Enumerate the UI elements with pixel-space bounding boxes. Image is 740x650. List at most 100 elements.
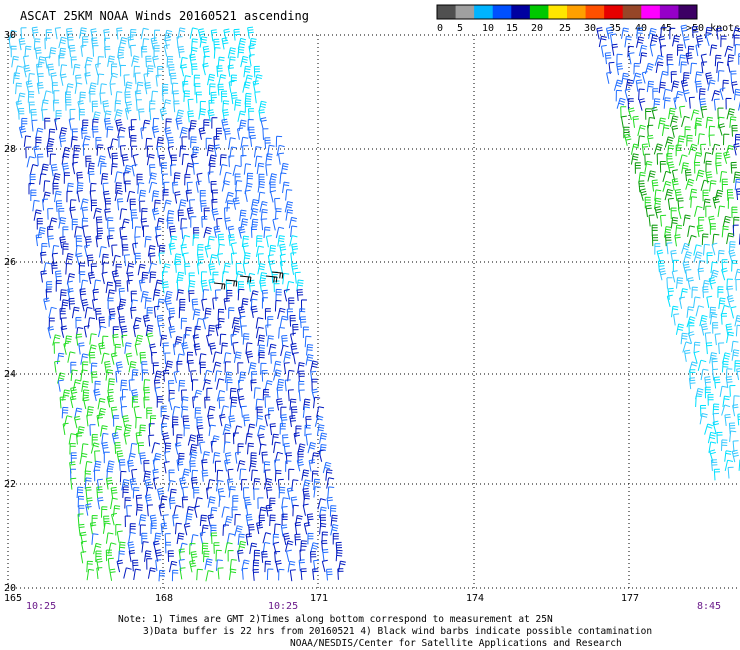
wind-barb bbox=[95, 308, 102, 320]
wind-barb bbox=[203, 119, 210, 131]
legend-swatch bbox=[511, 5, 531, 19]
wind-barb bbox=[282, 272, 290, 285]
wind-barb bbox=[98, 342, 106, 355]
wind-barb bbox=[219, 333, 227, 346]
wind-barb bbox=[327, 486, 335, 498]
wind-barb bbox=[284, 201, 294, 213]
wind-barb bbox=[210, 524, 217, 537]
wind-barb bbox=[256, 521, 264, 535]
wind-barb bbox=[641, 143, 649, 156]
wind-barb bbox=[54, 190, 62, 203]
wind-barb bbox=[62, 162, 69, 175]
wind-barb bbox=[604, 52, 612, 65]
wind-barb bbox=[224, 515, 233, 528]
wind-barb bbox=[235, 190, 242, 202]
wind-barb bbox=[228, 56, 236, 68]
wind-barb bbox=[287, 369, 295, 382]
wind-barb bbox=[80, 44, 87, 57]
wind-barb bbox=[101, 432, 109, 445]
wind-barb bbox=[302, 479, 311, 491]
wind-barb bbox=[659, 70, 669, 83]
wind-barb bbox=[168, 397, 175, 411]
wind-barb bbox=[677, 206, 684, 220]
wind-barb bbox=[632, 115, 639, 128]
wind-barb bbox=[256, 406, 263, 419]
wind-barb bbox=[181, 153, 189, 166]
wind-barb bbox=[297, 443, 306, 455]
wind-barb bbox=[221, 180, 231, 192]
wind-barb bbox=[185, 162, 194, 175]
wind-barb bbox=[181, 227, 188, 240]
wind-barb bbox=[150, 37, 158, 50]
wind-barb bbox=[119, 145, 126, 157]
wind-barb bbox=[141, 369, 149, 381]
wind-barb bbox=[59, 64, 68, 76]
wind-barb bbox=[105, 281, 114, 294]
wind-barb bbox=[246, 172, 254, 185]
wind-barb bbox=[299, 549, 306, 562]
wind-barb bbox=[84, 244, 90, 257]
wind-barb bbox=[669, 27, 676, 40]
wind-barb bbox=[210, 440, 217, 453]
wind-barb bbox=[282, 532, 290, 546]
wind-barb bbox=[56, 352, 65, 365]
wind-barb bbox=[705, 342, 713, 355]
wind-barb bbox=[147, 245, 156, 257]
wind-barb bbox=[138, 279, 146, 292]
wind-barb bbox=[701, 61, 708, 74]
wind-barb bbox=[96, 144, 104, 156]
wind-barb bbox=[232, 197, 240, 210]
wind-barb bbox=[139, 351, 147, 364]
wind-barb bbox=[718, 297, 726, 309]
wind-barb bbox=[326, 496, 333, 510]
wind-barb bbox=[97, 398, 106, 410]
wind-barb bbox=[92, 298, 98, 311]
wind-barb bbox=[702, 286, 709, 298]
wind-barb bbox=[150, 90, 159, 103]
wind-barb bbox=[715, 27, 723, 40]
wind-barb bbox=[123, 172, 130, 184]
wind-barb bbox=[157, 298, 165, 311]
wind-barb bbox=[651, 179, 659, 192]
wind-barb bbox=[76, 171, 83, 184]
wind-barb bbox=[325, 469, 333, 481]
wind-barb bbox=[237, 395, 245, 409]
lon-label: 174 bbox=[466, 593, 484, 604]
wind-barb bbox=[298, 389, 305, 402]
wind-barb bbox=[262, 128, 269, 140]
wind-barb bbox=[713, 98, 720, 111]
wind-barb bbox=[657, 117, 666, 129]
wind-barb bbox=[731, 349, 740, 361]
wind-barb bbox=[171, 416, 179, 428]
wind-barb bbox=[677, 135, 685, 147]
wind-barb bbox=[72, 63, 81, 76]
wind-barb bbox=[314, 415, 324, 427]
wind-barb bbox=[217, 243, 225, 256]
wind-barb bbox=[223, 297, 231, 310]
wind-barb bbox=[75, 432, 83, 445]
wind-barb bbox=[258, 443, 267, 456]
lon-label: 177 bbox=[621, 593, 639, 604]
wind-barb bbox=[201, 524, 209, 537]
wind-barb bbox=[70, 386, 78, 400]
wind-barb bbox=[268, 260, 276, 273]
wind-barb bbox=[226, 478, 234, 491]
wind-barb bbox=[198, 127, 206, 140]
wind-barb bbox=[654, 243, 661, 255]
wind-barb bbox=[174, 261, 182, 273]
wind-barb bbox=[647, 134, 654, 148]
wind-barb bbox=[11, 55, 19, 68]
wind-barb bbox=[644, 196, 651, 209]
wind-barb bbox=[708, 134, 715, 147]
wind-barb bbox=[322, 549, 329, 561]
wind-barb bbox=[58, 36, 67, 49]
wind-barb bbox=[80, 198, 89, 210]
wind-barb bbox=[106, 235, 114, 248]
wind-barb bbox=[734, 360, 740, 372]
wind-barb bbox=[137, 182, 145, 194]
wind-barb bbox=[687, 225, 695, 237]
wind-barb bbox=[93, 207, 102, 220]
wind-barb bbox=[660, 26, 667, 39]
wind-barb bbox=[699, 314, 708, 327]
wind-barb bbox=[199, 514, 207, 527]
